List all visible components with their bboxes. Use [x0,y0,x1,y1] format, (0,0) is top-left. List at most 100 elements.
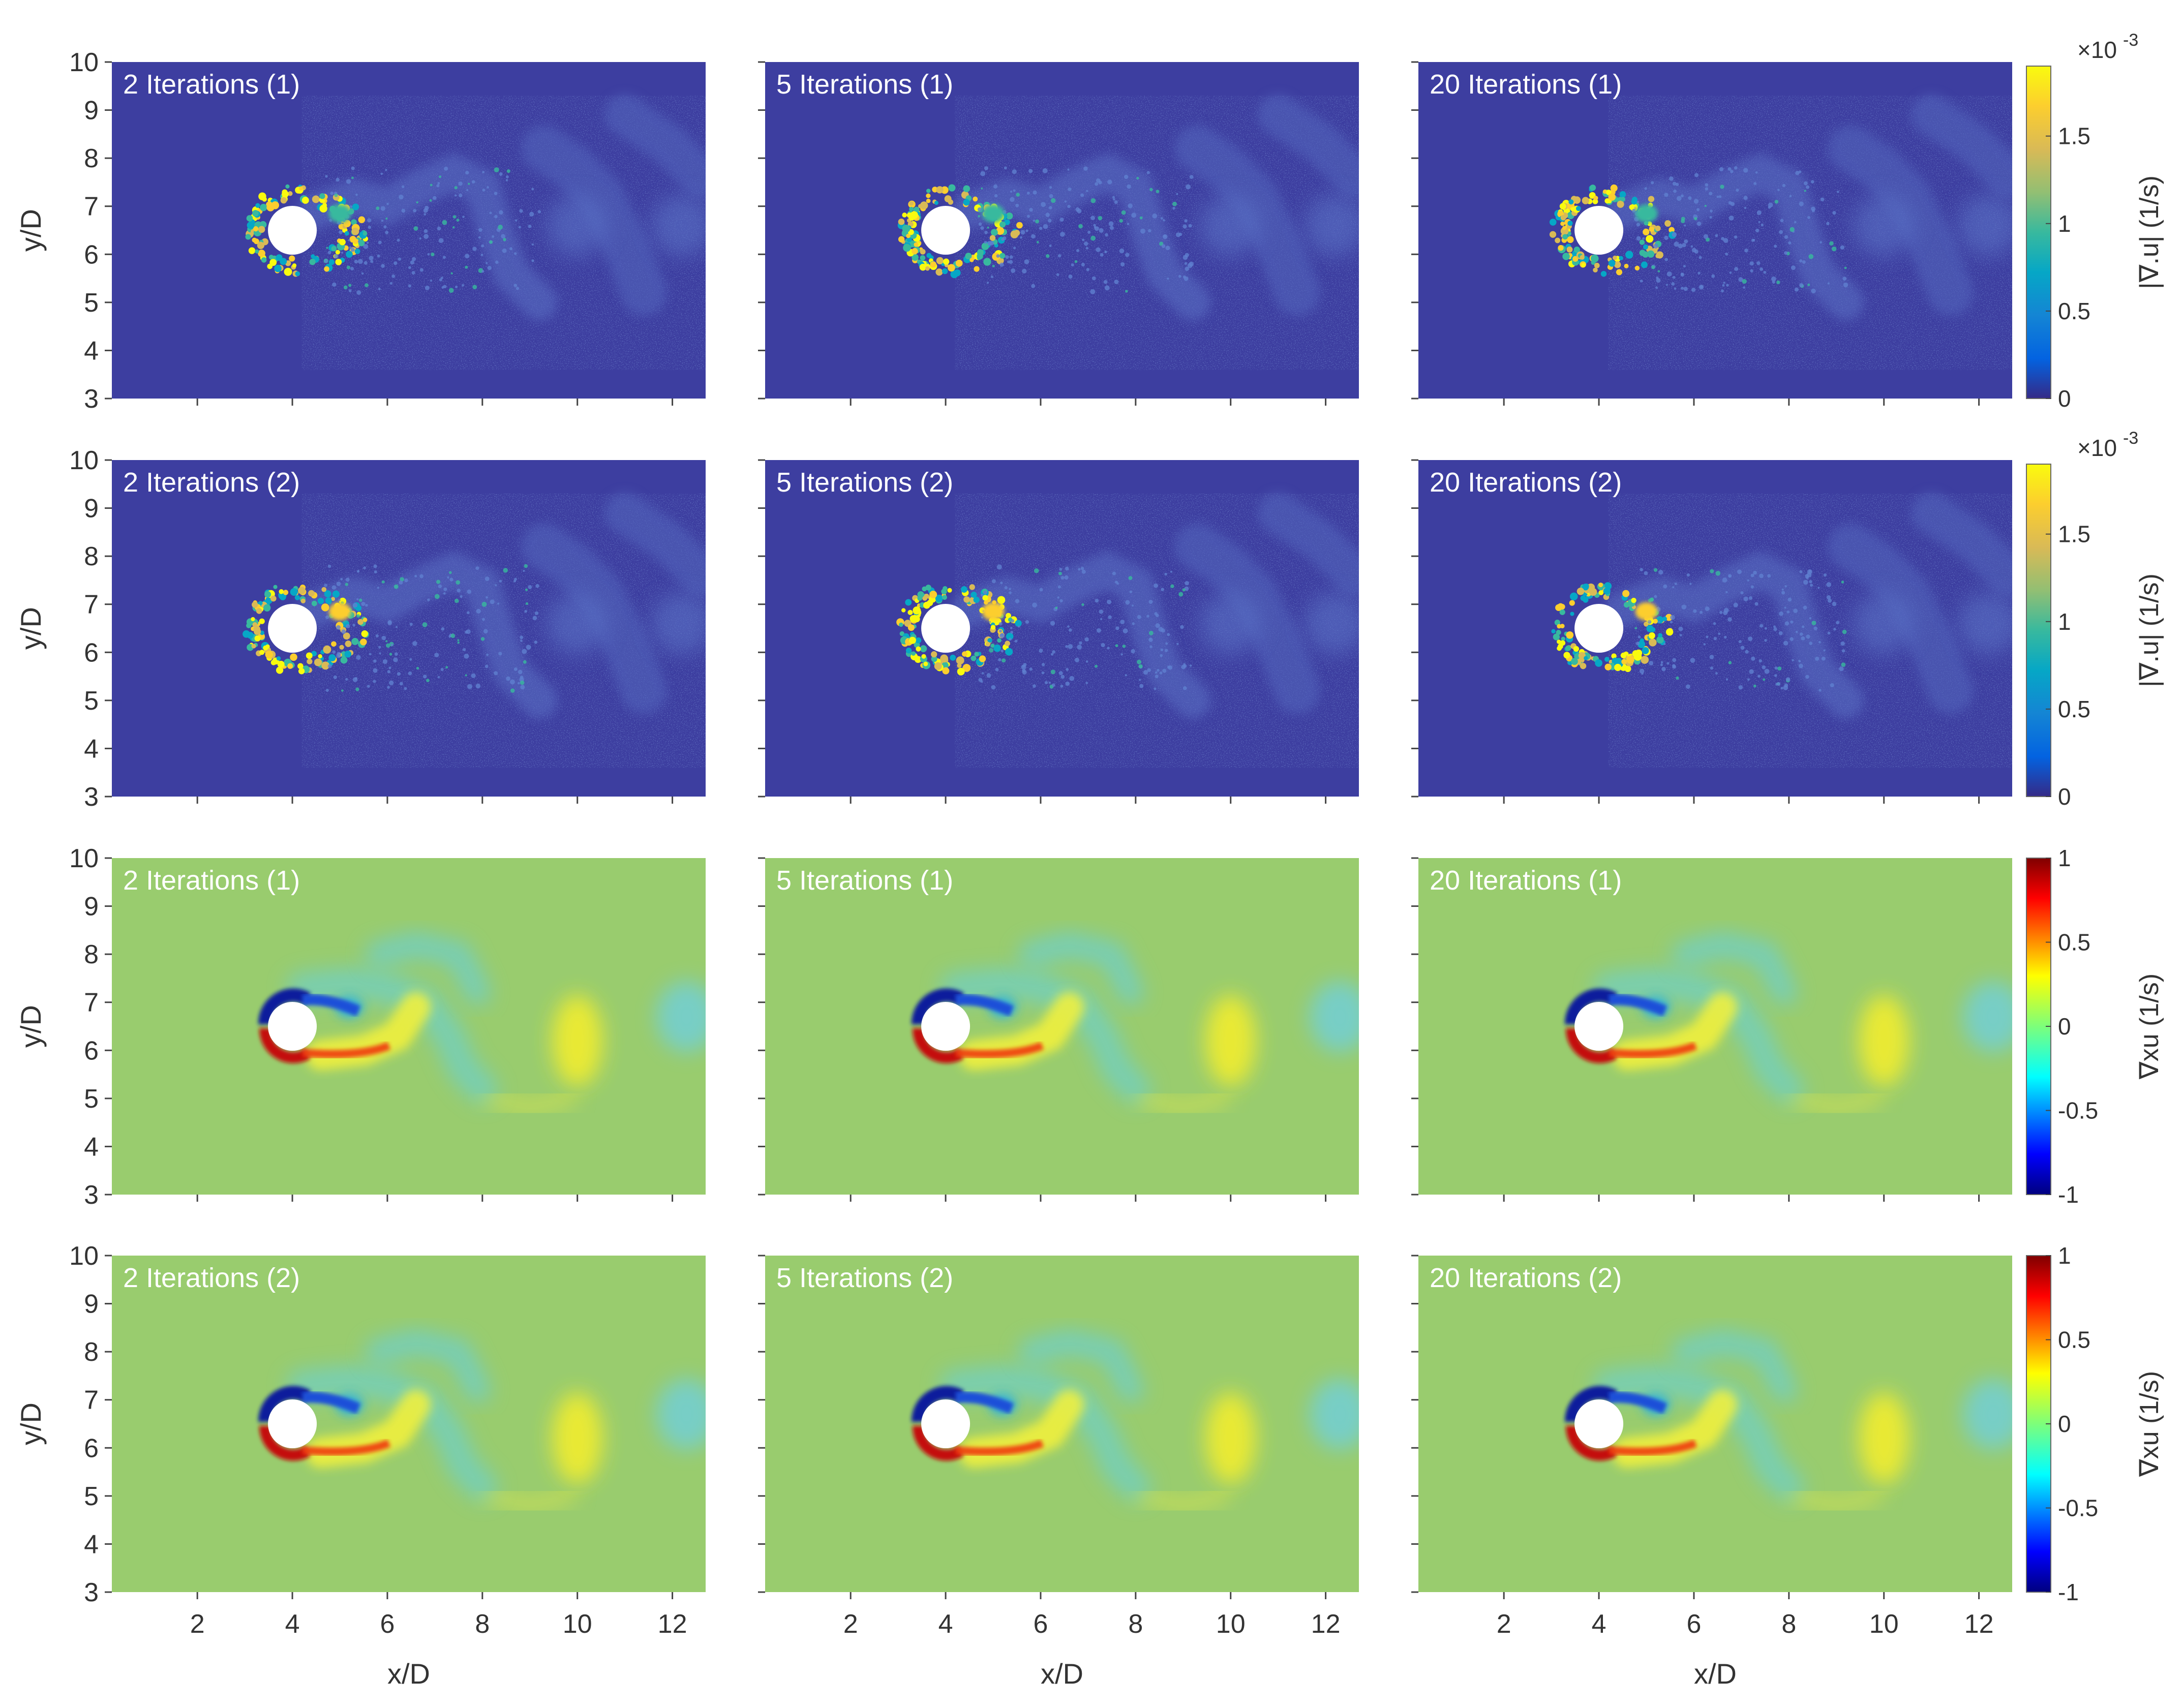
speckle [383,225,387,229]
speckle [325,597,332,604]
speckle [311,254,315,259]
shear-layer [955,1391,1014,1414]
speckle [1176,643,1179,645]
speckle [1590,254,1599,263]
speckle [486,262,488,264]
speckle [487,265,492,270]
y-tick-label: 5 [84,686,99,716]
speckle [1693,199,1699,204]
speckle [449,571,452,574]
speckle [1127,223,1130,225]
speckle [1026,215,1030,218]
speckle [1672,232,1677,237]
speckle [422,622,428,627]
cylinder [921,604,971,653]
speckle [1562,226,1567,230]
speckle [1740,646,1745,650]
speckle [1750,585,1754,589]
speckle [930,261,936,268]
speckle [361,601,366,606]
speckle [1068,644,1073,649]
speckle [341,251,344,254]
speckle [332,650,336,654]
speckle [981,672,984,675]
speckle [1826,582,1832,587]
speckle [943,258,950,265]
speckle [906,237,912,242]
speckle [1762,665,1766,669]
speckle [1107,599,1112,604]
speckle [1689,583,1692,585]
speckle [1685,684,1690,689]
speckle [1060,684,1064,688]
cylinder [921,206,971,255]
speckle [1841,649,1845,653]
speckle [1723,238,1729,243]
speckle [1672,181,1677,186]
vortex-core [1200,195,1261,256]
speckle [1693,609,1697,613]
speckle [1002,658,1006,663]
speckle [1059,218,1064,222]
speckle [1808,254,1814,259]
speckle [902,212,907,218]
speckle [1067,625,1070,628]
speckle [442,256,446,259]
speckle [1031,284,1036,288]
vortex-core [982,204,1005,223]
speckle [257,241,265,249]
speckle [331,641,337,647]
wake-band [298,551,557,718]
speckle [942,595,947,600]
speckle [1841,581,1844,584]
speckle [360,638,367,646]
speckle [1683,265,1686,268]
speckle [986,673,991,678]
panel-label: 20 Iterations (2) [1430,1263,1622,1293]
colorbar-gradient [2026,66,2051,399]
speckle [1115,644,1118,648]
speckle [1623,602,1630,608]
speckle [978,215,980,218]
colorbar-exponent-power: -3 [2123,429,2138,448]
colorbar-tick-label: -0.5 [2058,1495,2098,1521]
speckle [336,177,340,182]
speckle [1189,261,1194,266]
speckle [356,598,359,600]
speckle [1678,243,1683,249]
speckle [481,601,487,607]
speckle [1566,246,1573,253]
speckle [926,198,931,203]
wake-band [1174,126,1320,316]
vortex-core [1309,1379,1359,1450]
speckle [1138,664,1143,668]
x-tick-label: 10 [1216,1609,1246,1639]
speckle [1830,683,1834,688]
speckle [1125,253,1130,257]
colorbar-tick-label: -1 [2058,1579,2079,1605]
cylinder [268,1399,317,1448]
speckle [1014,639,1018,643]
speckle [454,186,458,190]
speckle [340,656,348,664]
vortex-core [1205,1392,1256,1484]
speckle [1799,570,1803,573]
speckle [1139,679,1141,681]
speckle [1710,666,1714,670]
wake-band [604,493,706,596]
speckle [514,252,517,255]
speckle [1077,208,1082,214]
speckle [1818,689,1822,692]
speckle [1729,271,1732,274]
colorbar-label: ∇xu (1/s) [2135,1371,2164,1477]
speckle [1600,270,1607,277]
heatmap-panel: 20 Iterations (2) [1418,460,2012,797]
speckle [366,241,369,244]
speckle [331,585,337,590]
speckle [1658,570,1663,575]
speckle [1165,246,1170,251]
speckle [1611,653,1617,659]
vortex-core [1305,195,1359,256]
panel-label: 2 Iterations (2) [123,467,300,498]
panel-label: 5 Iterations (1) [776,865,953,896]
